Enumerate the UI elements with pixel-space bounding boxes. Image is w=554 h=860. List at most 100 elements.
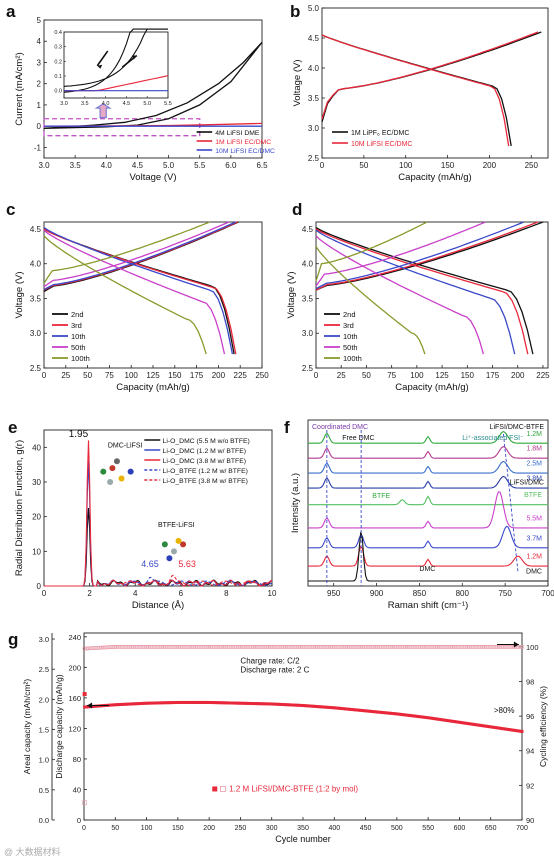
panel-g-xtick-label: 250 [235, 825, 247, 832]
panel-g-capacity-point [437, 717, 441, 721]
panel-a-legend-label: 4M LiFSI DME [215, 130, 260, 137]
panel-e-molecule-atom [109, 465, 116, 472]
panel-g-capacity-point [347, 707, 351, 711]
panel-g-capacity-point [368, 709, 372, 713]
panel-g-efficiency-point [394, 645, 399, 649]
panel-g-capacity-point [415, 714, 419, 718]
panel-f-xtick-label: 800 [456, 589, 470, 598]
panel-g-capacity-point [499, 726, 503, 730]
panel-e-molecule-atom [175, 537, 182, 544]
panel-c-ytick-label: 2.5 [30, 364, 42, 373]
panel-g-capacity-point [314, 704, 318, 708]
panel-g-capacity-point [272, 702, 276, 706]
panel-g-capacity-point [201, 700, 205, 704]
panel-f-series-6 [308, 525, 548, 549]
panel-g-capacity-point [428, 716, 432, 720]
panel-g-efficiency-point [448, 645, 453, 649]
panel-g-efficiency-point [216, 645, 220, 649]
panel-g-efficiency-point [454, 645, 459, 649]
panel-g-efficiency-point [84, 646, 89, 651]
panel-c-legend-label: 100th [71, 354, 90, 363]
panel-g-outer-tick-label: 1.0 [39, 756, 49, 765]
panel-e-molecule-atom [100, 468, 107, 475]
panel-a-inset-xtick-label: 4.5 [123, 101, 131, 107]
panel-a-ytick-label: 0 [37, 122, 42, 131]
panel-c-charge-2 [43, 221, 237, 290]
panel-g-capacity-point [355, 708, 359, 712]
panel-g-efficiency-point [193, 645, 198, 649]
panel-g-capacity-point [497, 726, 501, 730]
panel-a-ytick-label: 3 [37, 58, 42, 67]
panel-g-efficiency-point [223, 645, 228, 649]
panel-a-inset: 3.0 3.5 4.0 4.5 5.0 5.5 0.0 0.1 0.2 0.3 0.4 [54, 28, 172, 107]
panel-a-frame [43, 19, 263, 159]
panel-g-efficiency-point [253, 645, 258, 649]
panel-g-efficiency-point [229, 645, 233, 649]
panel-g-capacity-point [115, 703, 119, 707]
panel-a-inset-ytick-label: 0.0 [54, 89, 62, 95]
panel-g-capacity-point [449, 719, 453, 723]
panel-g-right-arrowhead [513, 641, 519, 648]
panel-f-xtick-label: 900 [370, 589, 384, 598]
panel-g-efficiency-point [507, 645, 511, 649]
panel-g-capacity-point [235, 701, 239, 705]
panel-f-series-3 [308, 475, 548, 489]
panel-b-xtick-label: 50 [359, 161, 368, 170]
panel-f-series-0 [308, 430, 548, 444]
panel-g-efficiency-point [418, 645, 423, 649]
panel-e-molecule-atom [127, 468, 134, 475]
panel-g-efficiency-point [409, 645, 414, 649]
panel-g-capacity-point [231, 701, 235, 705]
panel-g-capacity-point [467, 722, 471, 726]
panel-g-capacity-point [430, 716, 434, 720]
panel-g-capacity-point [154, 701, 158, 705]
panel-g-efficiency-point [501, 645, 506, 649]
panel-g-capacity-point [387, 711, 391, 715]
panel-g-efficiency-point [285, 645, 290, 649]
panel-g-capacity-point [285, 703, 289, 707]
panel-g-capacity-point [490, 725, 494, 729]
panel-g-capacity-point [302, 704, 306, 708]
panel-g-efficiency-point [430, 645, 434, 649]
panel-g-efficiency-point [311, 645, 316, 649]
panel-e-annotation: BTFE-LiFSI [158, 522, 195, 529]
panel-f-ylabel: Intensity (a.u.) [290, 473, 301, 533]
panel-g-efficiency-point [390, 645, 395, 649]
panel-g-efficiency-point [90, 646, 94, 650]
panel-g-xtick-label: 400 [328, 825, 340, 832]
panel-g-efficiency-point [353, 645, 357, 649]
panel-d-charge-3 [315, 221, 486, 287]
panel-g-efficiency-point [279, 645, 284, 649]
panel-c-discharge-4 [43, 235, 207, 355]
panel-g-capacity-point [315, 705, 319, 709]
panel-g-efficiency-point [184, 645, 188, 649]
panel-g-efficiency-point [351, 645, 355, 649]
panel-b-legend-label: 10M LiFSI EC/DMC [351, 141, 412, 148]
panel-g-efficiency-point [293, 645, 297, 649]
panel-g-capacity-point [259, 702, 263, 706]
panel-g-efficiency-point [137, 645, 141, 649]
panel-g-capacity-point [197, 700, 201, 704]
panel-g-efficiency-point [445, 645, 449, 649]
panel-g-capacity-point [282, 703, 286, 707]
panel-g-efficiency-point [161, 645, 166, 649]
panel-g-capacity-point [240, 701, 244, 705]
panel-g-xtick-label: 0 [82, 825, 86, 832]
panel-g-capacity-point [124, 702, 128, 706]
panel-g-efficiency-point [493, 645, 498, 649]
panel-d-legend-label: 10th [343, 332, 358, 341]
panel-g-efficiency-point [334, 645, 338, 649]
panel-g-efficiency-point [317, 645, 322, 649]
panel-g-capacity-point [475, 723, 479, 727]
panel-g-capacity-point [481, 724, 485, 728]
panel-g-efficiency-point [131, 645, 136, 649]
panel-letter-e: e [8, 418, 17, 437]
panel-g-capacity-point [182, 700, 186, 704]
panel-e-xtick-label: 4 [133, 589, 138, 598]
panel-g-capacity-point [156, 701, 160, 705]
panel-g-efficiency-point [232, 645, 237, 649]
panel-c-ylabel: Voltage (V) [14, 272, 25, 319]
panel-g-xtick-label: 500 [391, 825, 403, 832]
panel-g-ytick-label: 160 [68, 694, 81, 703]
panel-a-inset-ytick-label: 0.2 [54, 59, 62, 65]
